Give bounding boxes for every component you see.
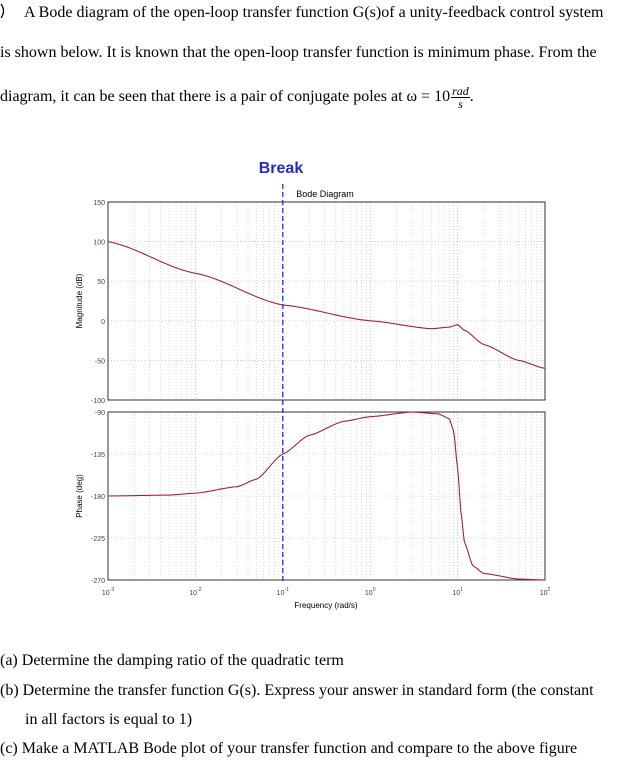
phase-tick-label: -180 — [91, 494, 105, 501]
question-a-text: Determine the damping ratio of the quadr… — [21, 652, 344, 669]
question-c-label: (c) — [0, 740, 18, 757]
phase-tick-label: -270 — [91, 578, 105, 585]
phase-tick-label: -225 — [91, 536, 105, 543]
question-a-label: (a) — [0, 652, 18, 669]
break-annotation: Break — [259, 160, 304, 177]
magnitude-tick-label: 0 — [101, 319, 105, 326]
unit-denominator: s — [458, 97, 463, 111]
question-c-text: Make a MATLAB Bode plot of your transfer… — [21, 740, 578, 757]
problem-line-2: is shown below. It is known that the ope… — [0, 44, 597, 61]
frequency-tick-label: 10-2 — [189, 587, 201, 597]
problem-line-3-suffix: . — [469, 88, 474, 106]
frequency-tick-label: 102 — [540, 587, 551, 597]
phase-curve — [107, 411, 546, 581]
magnitude-tick-label: -50 — [95, 358, 105, 365]
problem-line-3-prefix: diagram, it can be seen that there is a … — [0, 88, 451, 106]
magnitude-curve — [107, 241, 546, 369]
unit-numerator: rad — [451, 84, 470, 98]
magnitude-tick-labels: 150 100 50 0 -50 -100 — [91, 200, 105, 405]
frequency-xlabel: Frequency (rad/s) — [294, 601, 357, 610]
frequency-tick-label: 10-3 — [102, 587, 114, 597]
bode-title: Bode Diagram — [296, 189, 354, 199]
magnitude-ylabel: Magnitude (dB) — [75, 273, 84, 328]
question-c: (c) Make a MATLAB Bode plot of your tran… — [0, 740, 577, 758]
unit-fraction: rad s — [451, 85, 470, 110]
phase-tick-labels: -90 -135 -180 -225 -270 — [91, 410, 105, 585]
frequency-tick-label: 100 — [365, 587, 376, 597]
magnitude-tick-label: 150 — [93, 200, 105, 207]
frequency-tick-labels: 10-3 10-2 10-1 100 101 102 — [102, 587, 551, 597]
question-b-continued: in all factors is equal to 1) — [25, 711, 193, 728]
bullet-marker — [0, 3, 9, 19]
question-a: (a) Determine the damping ratio of the q… — [0, 652, 344, 670]
question-b-label: (b) — [0, 682, 19, 699]
phase-grid — [108, 411, 545, 581]
question-b: (b) Determine the transfer function G(s)… — [0, 682, 594, 700]
problem-line-3: diagram, it can be seen that there is a … — [0, 85, 474, 110]
magnitude-tick-label: 50 — [97, 279, 105, 286]
problem-line-1: A Bode diagram of the open-loop transfer… — [24, 4, 604, 21]
magnitude-tick-label: -100 — [91, 398, 105, 405]
magnitude-tick-label: 100 — [93, 240, 105, 247]
phase-tick-label: -90 — [95, 410, 105, 417]
magnitude-grid — [108, 201, 545, 401]
frequency-tick-label: 10-1 — [277, 587, 289, 597]
question-b-text: Determine the transfer function G(s). Ex… — [22, 682, 594, 699]
frequency-tick-label: 101 — [452, 587, 463, 597]
phase-ylabel: Phase (deg) — [75, 474, 84, 518]
phase-axes-box — [107, 411, 546, 581]
magnitude-axes-box — [107, 201, 546, 401]
phase-tick-label: -135 — [91, 452, 105, 459]
